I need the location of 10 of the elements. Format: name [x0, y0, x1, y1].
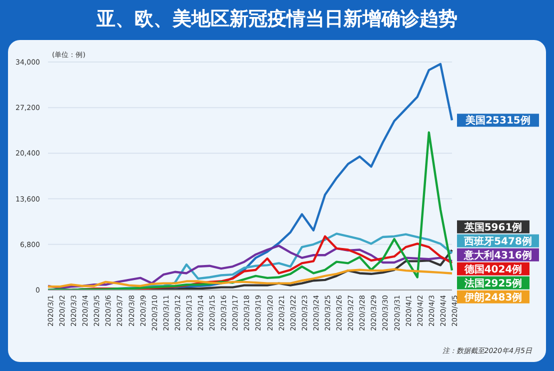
- data-label: 伊朗2483例: [463, 291, 522, 304]
- data-label: 意大利4316例: [463, 249, 532, 262]
- data-label: 法国2925例: [463, 277, 522, 290]
- line-series: [46, 131, 454, 290]
- line-series: [46, 268, 454, 288]
- data-label: 英国5961例: [463, 221, 522, 234]
- data-label: 德国4024例: [463, 263, 522, 276]
- chart-title: 亚、欧、美地区新冠疫情当日新增确诊趋势: [96, 7, 458, 32]
- data-label: 美国25315例: [464, 114, 530, 127]
- data-label: 西班牙5478例: [463, 235, 532, 248]
